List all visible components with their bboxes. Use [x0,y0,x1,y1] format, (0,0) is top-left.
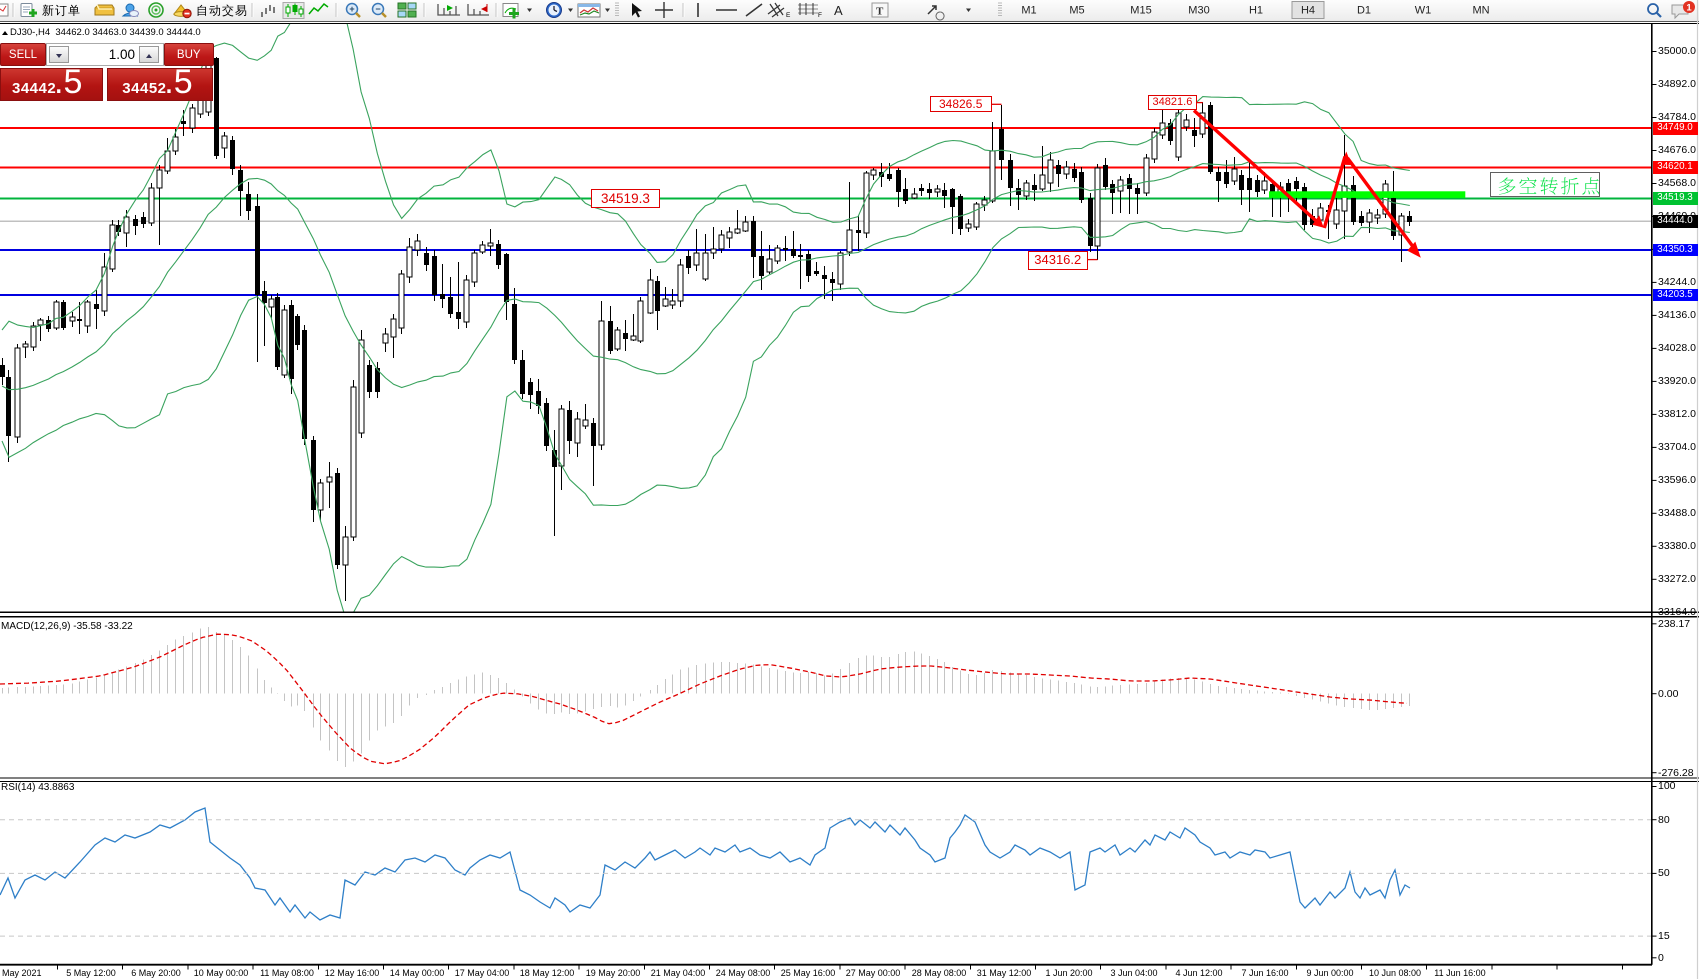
svg-text:W1: W1 [1415,5,1432,17]
svg-text:MN: MN [1472,5,1489,17]
svg-text:D1: D1 [1357,5,1371,17]
svg-text:E: E [786,12,791,19]
svg-text:H4: H4 [1301,5,1315,17]
svg-text:1: 1 [1686,3,1692,14]
svg-text:−: − [375,4,380,14]
svg-text:A: A [834,3,843,18]
svg-text:M1: M1 [1021,5,1036,17]
svg-text:H1: H1 [1249,5,1263,17]
svg-text:M5: M5 [1069,5,1084,17]
svg-text:+: + [349,4,354,14]
svg-text:T: T [876,6,884,18]
svg-text:M15: M15 [1130,5,1151,17]
svg-text:M30: M30 [1188,5,1209,17]
svg-text:F: F [818,12,822,19]
